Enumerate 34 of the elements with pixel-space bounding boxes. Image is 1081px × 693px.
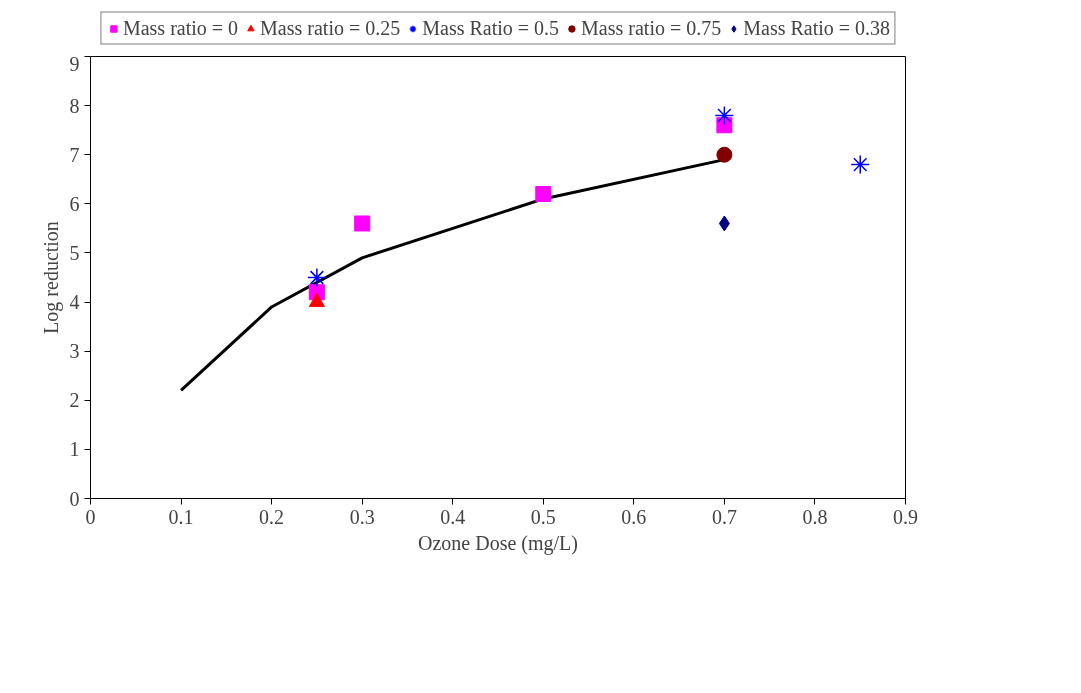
legend-label: Mass Ratio = 0.38 (743, 16, 891, 40)
legend-label: Mass ratio = 0 (122, 16, 239, 40)
y-tick-label: 1 (69, 438, 80, 461)
x-tick-label: 0.2 (259, 505, 285, 528)
x-tick-label: 0.6 (621, 505, 647, 528)
x-tick-label: 0.4 (440, 505, 466, 528)
point (535, 186, 552, 203)
x-tick-label: 0.8 (802, 505, 828, 528)
x-tick-label: 0.7 (711, 505, 737, 528)
y-tick-label: 5 (69, 241, 80, 264)
y-tick-label: 7 (69, 143, 80, 166)
y-tick-label: 2 (69, 389, 80, 412)
x-axis-title: Ozone Dose (mg/L) (418, 531, 578, 555)
y-tick-label: 0 (69, 487, 80, 510)
legend-label: Mass ratio = 0.75 (581, 16, 722, 40)
point (850, 154, 870, 175)
point (716, 146, 733, 163)
point (307, 267, 327, 288)
y-tick-label: 9 (69, 52, 80, 75)
point (354, 215, 371, 232)
y-tick-label: 4 (69, 291, 80, 314)
y-axis-title: Log reduction (39, 221, 63, 334)
y-tick-label: 6 (69, 192, 80, 215)
x-tick-label: 0 (85, 505, 96, 528)
x-tick-label: 0.9 (893, 505, 918, 528)
y-tick-label: 3 (69, 340, 80, 363)
point (718, 215, 730, 232)
x-tick-label: 0.5 (530, 505, 556, 528)
point (714, 105, 735, 126)
legend-label: Mass Ratio = 0.5 (422, 16, 560, 40)
y-tick-label: 8 (69, 94, 80, 117)
x-tick-label: 0.1 (168, 505, 194, 528)
legend-label: Mass ratio = 0.25 (260, 16, 401, 40)
x-tick-label: 0.3 (349, 505, 375, 528)
